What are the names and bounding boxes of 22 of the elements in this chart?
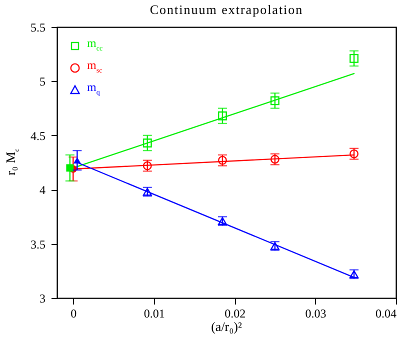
x-tick-label: 0.03 [305, 306, 326, 320]
y-tick-label: 3.5 [30, 237, 46, 252]
point [73, 157, 81, 164]
legend-label: m$_{cc}$ [87, 36, 103, 55]
y-tick-label: 4 [40, 183, 46, 198]
point [66, 164, 74, 172]
y-tick-label: 5 [40, 74, 46, 89]
legend-label: m$_{q}$ [87, 80, 100, 99]
y-tick-label: 3 [40, 292, 46, 306]
chart-title: Continuum extrapolation [148, 2, 304, 18]
point [142, 138, 152, 148]
x-tick-label: 0 [70, 306, 77, 320]
x-tick-label: 0.02 [224, 306, 246, 320]
y-tick-label: 4.5 [30, 128, 46, 143]
point [270, 96, 280, 106]
legend-label: m$_{sc}$ [87, 58, 102, 77]
x-axis-title: (a/r₀)² [210, 319, 243, 335]
x-tick-label: 0.01 [144, 306, 165, 320]
y-tick-label: 5.5 [30, 20, 46, 34]
point [350, 54, 358, 63]
point [218, 111, 227, 120]
x-tick-label: 0.04 [376, 306, 396, 320]
